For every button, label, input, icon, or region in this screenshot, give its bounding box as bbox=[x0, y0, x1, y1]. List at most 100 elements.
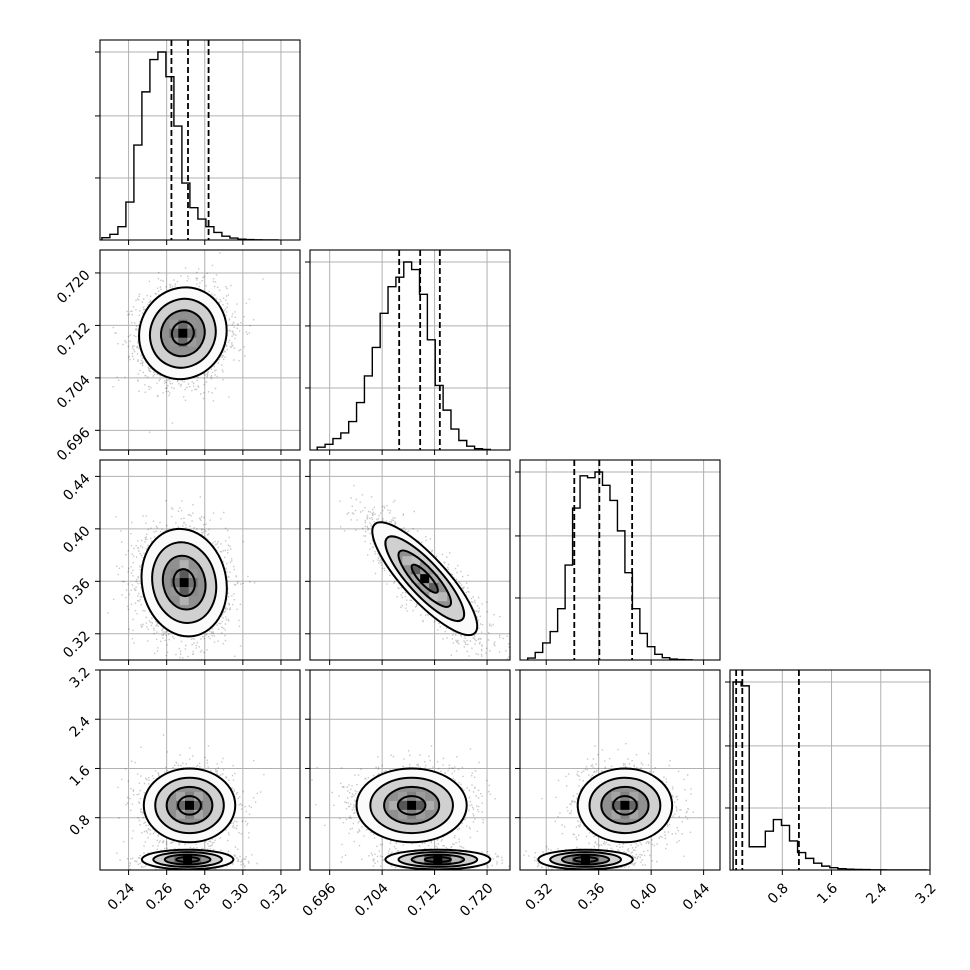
contour-2-0-0-0 bbox=[140, 527, 228, 638]
density-cell bbox=[620, 800, 630, 810]
panel-frame-3-2 bbox=[519, 669, 721, 871]
contour-3-2-1-1 bbox=[549, 851, 622, 868]
y-tick-label-2-2: 0.40 bbox=[60, 523, 93, 556]
contour-3-0-1-3 bbox=[175, 856, 201, 863]
x-tick-label-3-0: 0.8 bbox=[765, 880, 792, 907]
panel-frame-1-0 bbox=[99, 249, 301, 451]
contour-3-1-0-1 bbox=[369, 776, 454, 835]
contour-2-0-0-3 bbox=[172, 568, 196, 598]
y-tick-label-2-1: 0.36 bbox=[60, 576, 93, 609]
histogram-panel-0 bbox=[95, 39, 301, 241]
histogram-step-1 bbox=[316, 261, 492, 450]
density-cell bbox=[411, 556, 421, 566]
histogram-step-2 bbox=[527, 471, 693, 660]
panel-frame-3-0 bbox=[99, 669, 301, 871]
contour-1-0-0-2 bbox=[159, 309, 206, 358]
density-cell bbox=[416, 800, 426, 810]
scatter-panel-3-2 bbox=[519, 669, 721, 871]
panel-frame-2-2 bbox=[519, 459, 721, 661]
x-tick-label-0-0: 0.24 bbox=[105, 880, 138, 913]
histogram-panel-1 bbox=[305, 249, 511, 451]
panel-frame-3-3 bbox=[729, 669, 931, 871]
density-cell bbox=[416, 791, 426, 801]
contour-3-2-1-0 bbox=[537, 848, 634, 870]
y-tick-label-1-3: 0.720 bbox=[54, 267, 94, 307]
density-cell bbox=[194, 800, 204, 810]
contour-3-1-1-2 bbox=[410, 853, 466, 866]
density-cell bbox=[179, 569, 189, 579]
x-tick-label-0-1: 0.26 bbox=[143, 880, 176, 913]
density-cell bbox=[407, 800, 417, 810]
x-tick-label-0-2: 0.28 bbox=[181, 880, 214, 913]
contour-3-0-1-2 bbox=[163, 853, 212, 866]
density-cell bbox=[429, 592, 439, 602]
contour-2-1-0-2 bbox=[397, 549, 452, 608]
contour-2-0-0-1 bbox=[151, 541, 218, 624]
contour-3-0-0-3 bbox=[177, 795, 202, 816]
x-tick-label-2-3: 0.44 bbox=[680, 880, 713, 913]
density-cell bbox=[572, 855, 582, 865]
panel-frame-2-1 bbox=[309, 459, 511, 661]
x-tick-label-0-3: 0.30 bbox=[219, 880, 252, 913]
x-tick-label-0-4: 0.32 bbox=[257, 880, 290, 913]
contour-3-2-0-2 bbox=[600, 785, 650, 825]
density-cell bbox=[176, 809, 186, 819]
density-cell bbox=[451, 855, 461, 865]
density-cell bbox=[176, 800, 186, 810]
contour-3-1-1-1 bbox=[397, 851, 479, 868]
density-cell bbox=[192, 855, 202, 865]
density-core-1-0-0 bbox=[169, 319, 197, 347]
density-cell bbox=[169, 337, 179, 347]
histogram-panel-2 bbox=[515, 459, 721, 661]
density-cell bbox=[398, 791, 408, 801]
density-cell bbox=[611, 800, 621, 810]
histogram-panel-3 bbox=[725, 669, 931, 871]
contour-2-0-0-2 bbox=[161, 554, 207, 611]
contour-3-2-1-2 bbox=[560, 853, 611, 866]
x-tick-label-1-1: 0.704 bbox=[352, 880, 392, 920]
density-core-3-1-0 bbox=[389, 791, 435, 819]
density-cell bbox=[429, 583, 439, 593]
contour-3-0-0-0 bbox=[142, 767, 237, 844]
histogram-step-3 bbox=[732, 681, 928, 870]
x-tick-label-3-2: 2.4 bbox=[863, 880, 890, 907]
y-tick-label-3-3: 3.2 bbox=[67, 664, 94, 691]
contour-3-0-1-1 bbox=[152, 851, 223, 868]
density-cell bbox=[179, 587, 189, 597]
density-cell bbox=[415, 855, 425, 865]
contour-3-2-0-0 bbox=[576, 767, 674, 844]
density-cell bbox=[611, 791, 621, 801]
density-cell bbox=[187, 337, 197, 347]
density-cell bbox=[398, 809, 408, 819]
panel-frame-2-0 bbox=[99, 459, 301, 661]
density-cell bbox=[185, 800, 195, 810]
density-cell bbox=[187, 328, 197, 338]
contour-3-2-1-3 bbox=[572, 856, 599, 863]
density-cell bbox=[402, 556, 412, 566]
contour-2-1-0-0 bbox=[371, 521, 479, 637]
panel-frame-3-1 bbox=[309, 669, 511, 871]
density-cell bbox=[188, 578, 198, 588]
density-cell bbox=[176, 791, 186, 801]
density-cell bbox=[178, 337, 188, 347]
density-cell bbox=[170, 587, 180, 597]
scatter-points-1-0 bbox=[112, 252, 264, 433]
density-cell bbox=[438, 592, 448, 602]
x-tick-label-2-2: 0.40 bbox=[627, 880, 660, 913]
contour-3-1-0-3 bbox=[396, 795, 427, 816]
contour-3-2-0-1 bbox=[588, 776, 662, 835]
density-cell bbox=[194, 791, 204, 801]
scatter-panel-2-1 bbox=[309, 459, 511, 661]
contour-3-0-1-0 bbox=[140, 848, 235, 870]
y-tick-label-2-0: 0.32 bbox=[60, 628, 93, 661]
panel-frame-0-0 bbox=[99, 39, 301, 241]
density-core-3-1-1 bbox=[415, 855, 461, 865]
density-cell bbox=[590, 855, 600, 865]
density-cell bbox=[187, 319, 197, 329]
density-cell bbox=[424, 855, 434, 865]
scatter-panel-2-0 bbox=[99, 459, 301, 661]
density-cell bbox=[411, 574, 421, 584]
density-cell bbox=[420, 574, 430, 584]
contour-3-1-1-3 bbox=[423, 856, 452, 863]
x-tick-label-3-3: 3.2 bbox=[913, 880, 940, 907]
